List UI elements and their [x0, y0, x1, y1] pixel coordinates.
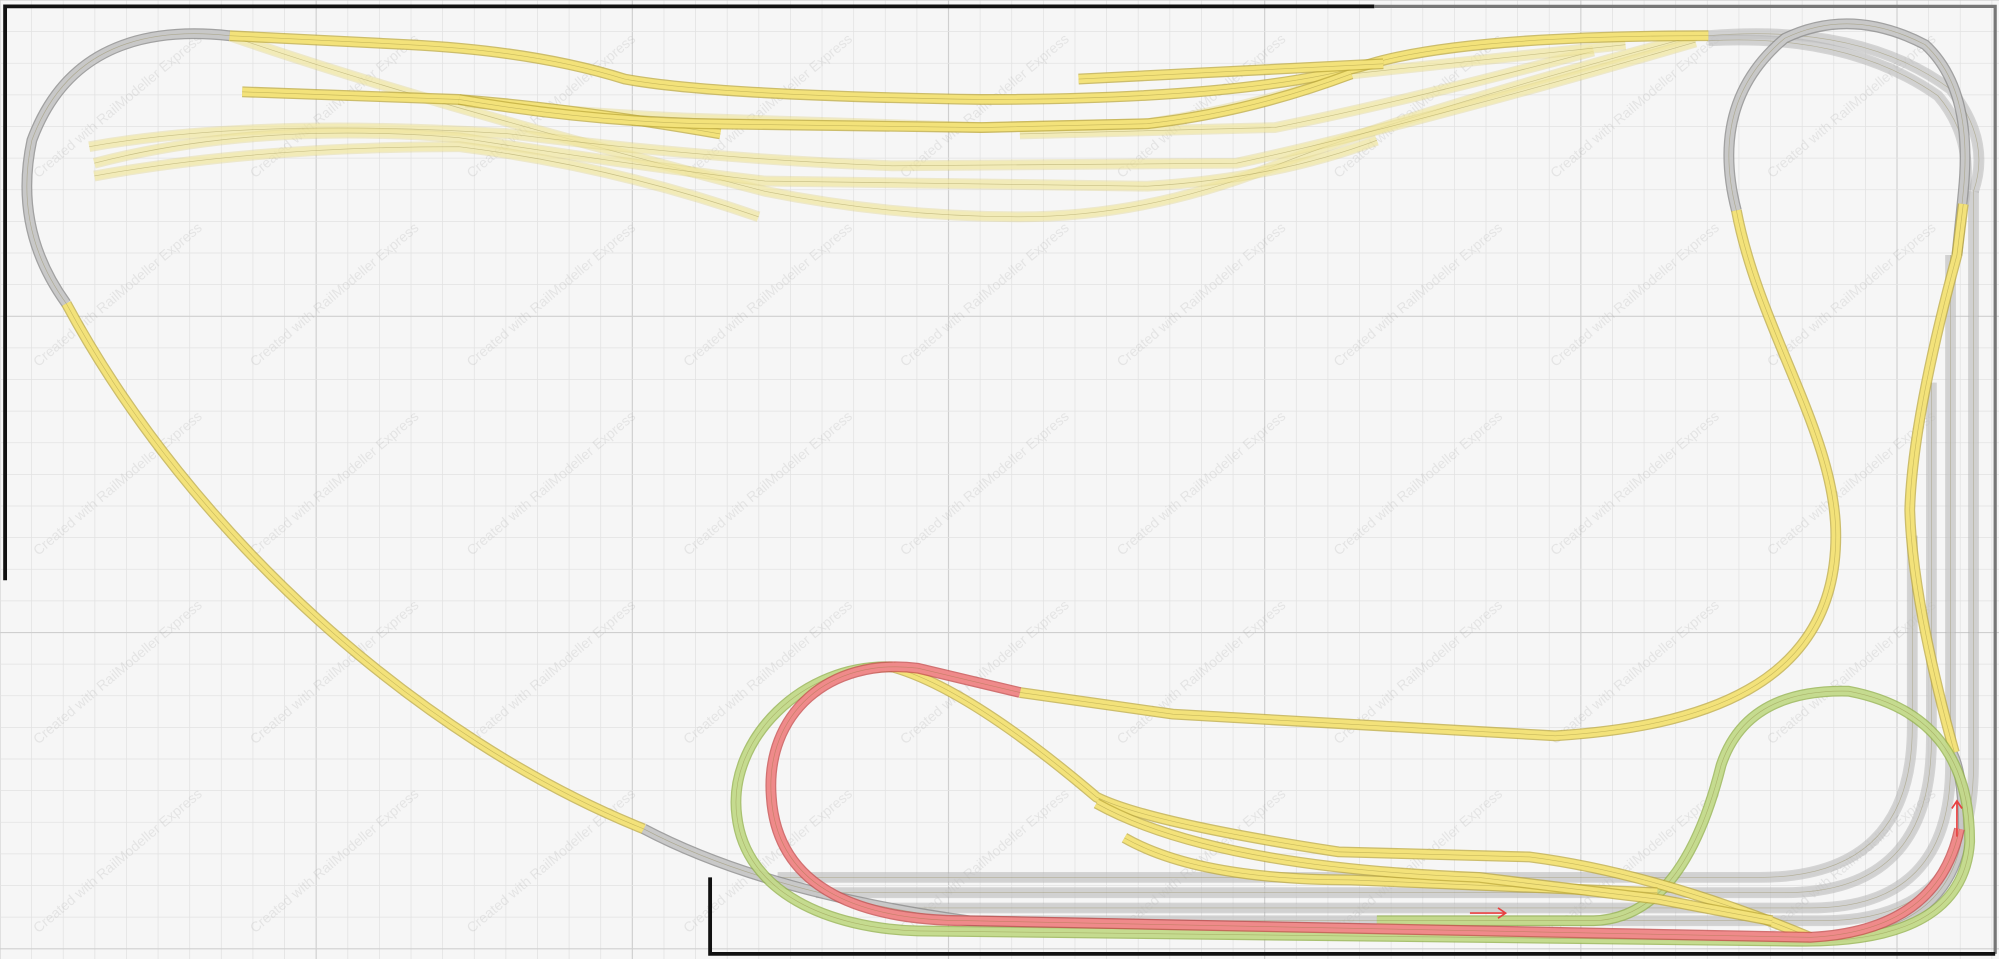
track-yellow[interactable]: [891, 662, 1812, 942]
track-faded[interactable]: [93, 128, 1379, 191]
track-centreline: [1019, 50, 1594, 135]
track-centreline: [1124, 837, 1658, 894]
track-faded[interactable]: [88, 38, 1697, 170]
track-centreline: [735, 666, 1970, 942]
track-centreline: [770, 666, 1960, 938]
track-centreline: [89, 41, 1696, 167]
track-yellow[interactable]: [229, 31, 1709, 104]
track-yellow[interactable]: [1094, 799, 1773, 925]
track-yellow[interactable]: [1078, 59, 1384, 84]
track-grey[interactable]: [777, 535, 1917, 882]
direction-arrows: [1469, 799, 1963, 919]
track-centreline: [458, 73, 1352, 128]
track-red[interactable]: [766, 662, 1964, 942]
track-grey[interactable]: [22, 29, 230, 306]
track-green[interactable]: [731, 662, 1974, 946]
track-yellow[interactable]: [1019, 209, 1840, 740]
track-faded[interactable]: [1019, 47, 1595, 139]
track-yellow[interactable]: [62, 301, 646, 833]
track-centreline: [1096, 803, 1773, 922]
track-yellow[interactable]: [1905, 203, 1968, 754]
track-centreline: [815, 382, 1932, 894]
track-grey[interactable]: [815, 382, 1936, 897]
track-centreline: [1728, 23, 1966, 256]
track-centreline: [777, 535, 1913, 878]
track-grey[interactable]: [1724, 19, 1970, 256]
direction-arrow-right-icon: [1469, 907, 1508, 919]
track-grey[interactable]: [892, 255, 1955, 913]
tracks: [21, 18, 1985, 947]
track-centreline: [26, 33, 230, 304]
track-centreline: [66, 303, 644, 830]
track-centreline: [229, 35, 1709, 100]
track-centreline: [94, 132, 1377, 187]
track-centreline: [892, 255, 1951, 909]
track-centreline: [892, 666, 1811, 938]
track-yellow[interactable]: [458, 70, 1353, 132]
track-centreline: [94, 146, 759, 218]
track-faded[interactable]: [93, 142, 760, 221]
track-yellow[interactable]: [1122, 834, 1658, 897]
track-centreline: [1909, 204, 1964, 753]
track-centreline: [1019, 210, 1837, 737]
direction-arrow-up-icon: [1951, 799, 1963, 837]
baseboard-outline: [3, 4, 1997, 956]
track-centreline: [1078, 63, 1384, 80]
